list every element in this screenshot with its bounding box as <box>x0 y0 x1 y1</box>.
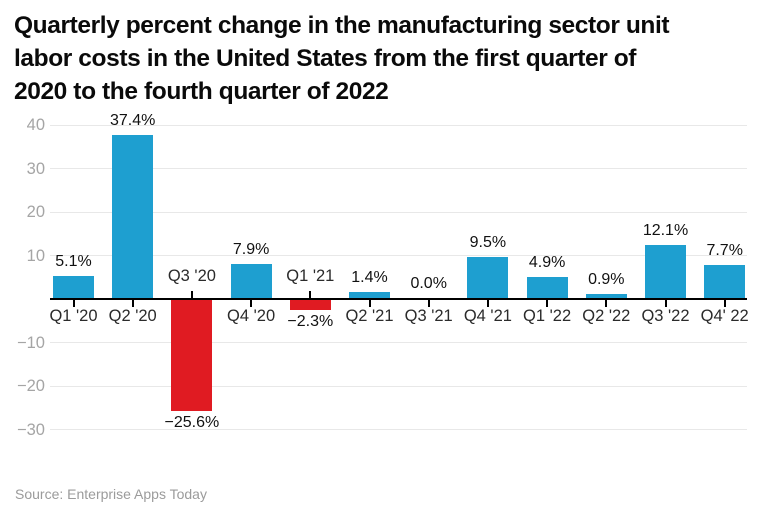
category-label: Q4 '20 <box>227 307 276 325</box>
chart-title-line: labor costs in the United States from th… <box>14 45 637 72</box>
bar-value-label: 9.5% <box>469 233 507 251</box>
y-axis-tick-label: 40 <box>26 116 45 134</box>
bar <box>230 263 272 298</box>
axis-tick <box>486 300 489 307</box>
bar-value-label: 0.0% <box>410 275 447 292</box>
source-note: Source: Enterprise Apps Today <box>15 486 207 502</box>
y-axis-tick-label: 10 <box>26 246 45 265</box>
gridline <box>50 124 747 126</box>
y-axis-tick-label: −30 <box>17 420 45 439</box>
bar <box>704 264 746 298</box>
category-label: Q3 '20 <box>167 267 216 285</box>
bar-value-label: 4.9% <box>528 253 566 271</box>
category-label: Q1 '20 <box>49 307 98 325</box>
bar <box>645 245 686 298</box>
bar <box>171 300 213 412</box>
axis-tick <box>250 300 253 307</box>
chart-title: Quarterly percent change in the manufact… <box>14 9 764 108</box>
category-label: Q3 '22 <box>641 307 690 325</box>
category-label: Q3 '21 <box>404 307 453 325</box>
axis-tick <box>368 300 371 307</box>
category-label: Q2 '20 <box>108 307 157 325</box>
gridline <box>50 211 747 213</box>
bar <box>289 300 331 310</box>
gridline <box>50 385 747 387</box>
gridline <box>50 255 747 256</box>
bar-value-label: 12.1% <box>642 222 689 240</box>
axis-tick <box>546 300 549 307</box>
bar <box>585 294 627 298</box>
y-axis-tick-label: −20 <box>17 377 45 395</box>
y-axis-tick-label: 30 <box>26 159 45 178</box>
axis-tick <box>131 300 134 307</box>
axis-tick <box>72 300 75 307</box>
chart-title-line: Quarterly percent change in the manufact… <box>14 12 670 39</box>
axis-tick <box>605 300 608 307</box>
gridline <box>50 429 747 430</box>
y-axis-tick-label: 20 <box>26 203 45 221</box>
bar-value-label: 0.9% <box>588 271 625 289</box>
bar-value-label: −25.6% <box>164 414 220 432</box>
y-axis-tick-label: −10 <box>17 333 45 352</box>
x-axis-line <box>50 298 747 300</box>
bar <box>53 275 94 298</box>
axis-tick <box>427 300 430 307</box>
bar-value-label: 7.9% <box>232 240 270 258</box>
category-label: Q4 '21 <box>463 307 512 325</box>
chart-title-line: 2020 to the fourth quarter of 2022 <box>14 78 389 105</box>
gridline <box>50 168 747 169</box>
axis-tick <box>309 291 312 298</box>
bar-value-label: −2.3% <box>287 313 334 330</box>
bar <box>526 276 568 298</box>
axis-tick <box>664 300 667 307</box>
bar-value-label: 5.1% <box>55 252 92 270</box>
bar-value-label: 7.7% <box>706 241 743 259</box>
category-label: Q2 '21 <box>345 307 394 325</box>
axis-tick <box>723 300 726 307</box>
gridline <box>50 342 747 343</box>
bar <box>112 135 154 298</box>
bar <box>349 291 390 298</box>
category-label: Q1 '22 <box>523 307 572 325</box>
category-label: Q4' 22 <box>700 307 749 325</box>
category-label: Q1 '21 <box>286 267 335 285</box>
bar-value-label: 1.4% <box>351 268 388 286</box>
axis-tick <box>190 291 193 298</box>
category-label: Q2 '22 <box>582 307 631 325</box>
bar <box>467 256 509 298</box>
bar-value-label: 37.4% <box>110 112 156 130</box>
